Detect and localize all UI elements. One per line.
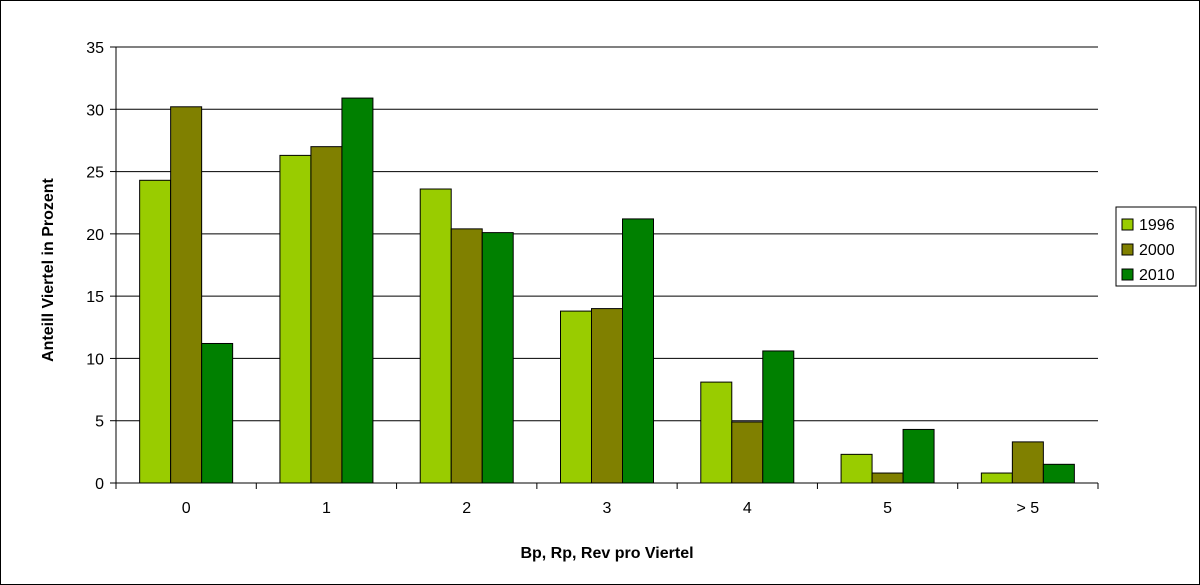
- legend-swatch-2010: [1121, 268, 1134, 281]
- bars: [139, 97, 1075, 484]
- axes: [110, 46, 1099, 489]
- x-tick-label: 0: [182, 500, 191, 517]
- bar-2010-0: [201, 342, 234, 484]
- bar-2000-2: [450, 228, 483, 484]
- bar-2010-4: [762, 350, 795, 484]
- bar-2010-3: [622, 218, 654, 484]
- bar-2010-5: [902, 428, 935, 484]
- legend-label-1996: 1996: [1139, 217, 1175, 234]
- bar-2010-2: [481, 232, 514, 484]
- bar-1996-3: [560, 310, 592, 484]
- bar-1996-6: [980, 472, 1013, 484]
- y-tick-label: 5: [95, 414, 104, 431]
- x-tick-label: 3: [603, 500, 612, 517]
- bar-2000-6: [1011, 441, 1044, 484]
- tick-labels: 0 5 10 15 20 25 30 35 0 1 2 3 4 5 > 5: [86, 40, 1039, 517]
- bar-2000-3: [591, 308, 623, 484]
- y-axis-title: Anteill Viertel in Prozent: [40, 177, 57, 361]
- bar-2010-1: [341, 97, 374, 484]
- bar-1996-2: [419, 188, 452, 484]
- y-tick-label: 10: [86, 351, 104, 368]
- bar-2000-0: [170, 106, 203, 484]
- x-tick-label: 5: [883, 500, 892, 517]
- bar-2000-1: [310, 146, 343, 484]
- bar-1996-5: [840, 453, 873, 484]
- y-tick-label: 30: [86, 102, 104, 119]
- bar-2010-6: [1042, 463, 1075, 484]
- bar-1996-4: [700, 381, 733, 484]
- x-tick-label: 1: [322, 500, 331, 517]
- legend-swatch-2000: [1121, 243, 1134, 256]
- y-tick-label: 20: [86, 227, 104, 244]
- y-tick-label: 35: [86, 40, 104, 57]
- bar-2000-4: [731, 421, 764, 484]
- legend-label-2000: 2000: [1139, 242, 1175, 259]
- legend-label-2010: 2010: [1139, 267, 1175, 284]
- y-tick-label: 25: [86, 165, 104, 182]
- x-tick-label: 2: [462, 500, 471, 517]
- bar-1996-1: [279, 154, 312, 484]
- bar-2000-5: [871, 472, 904, 484]
- y-tick-label: 0: [95, 476, 104, 493]
- x-tick-label: 4: [743, 500, 752, 517]
- y-tick-label: 15: [86, 289, 104, 306]
- x-axis-title: Bp, Rp, Rev pro Viertel: [520, 545, 693, 562]
- bar-1996-0: [139, 179, 172, 484]
- x-tick-label: > 5: [1017, 500, 1040, 517]
- legend: 1996 2000 2010: [1115, 206, 1197, 287]
- legend-swatch-1996: [1121, 218, 1134, 231]
